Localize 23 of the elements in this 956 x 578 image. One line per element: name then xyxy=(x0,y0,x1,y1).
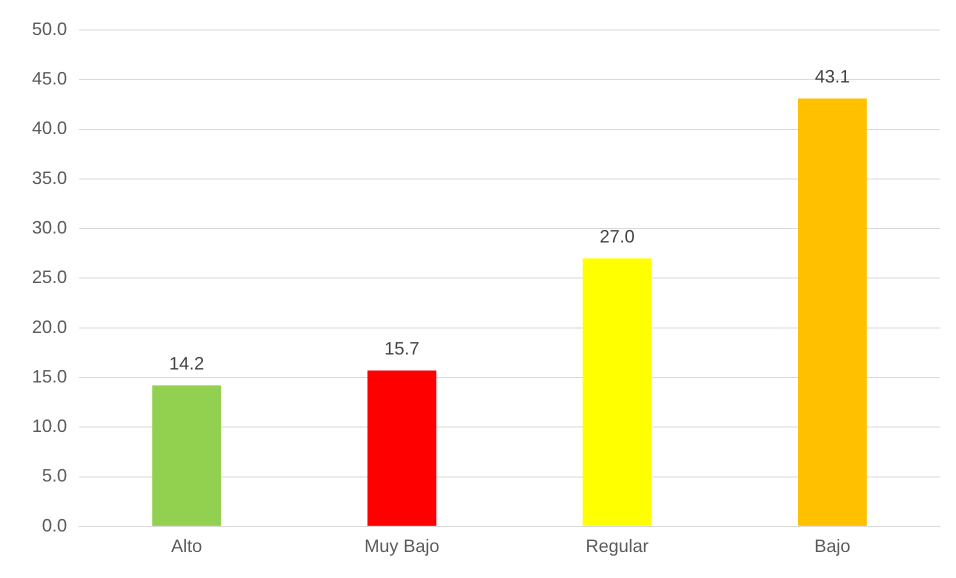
x-tick-label: Muy Bajo xyxy=(364,536,440,556)
data-label: 27.0 xyxy=(600,226,635,246)
y-tick-label: 50.0 xyxy=(32,18,68,39)
data-label: 14.2 xyxy=(169,353,204,374)
y-tick-label: 35.0 xyxy=(32,168,68,188)
y-tick-label: 40.0 xyxy=(32,118,68,138)
bar xyxy=(367,370,436,526)
y-tick-label: 10.0 xyxy=(32,416,68,436)
y-tick-label: 5.0 xyxy=(42,466,68,486)
bar xyxy=(152,385,222,526)
y-tick-label: 30.0 xyxy=(32,218,68,238)
y-tick-label: 15.0 xyxy=(32,366,68,386)
y-tick-label: 20.0 xyxy=(32,316,68,337)
bar xyxy=(582,258,652,526)
data-label: 43.1 xyxy=(814,66,850,86)
x-tick-label: Bajo xyxy=(814,536,850,556)
x-tick-label: Alto xyxy=(171,536,202,556)
x-tick-label: Regular xyxy=(586,536,649,556)
y-tick-label: 0.0 xyxy=(42,515,68,536)
data-label: 15.7 xyxy=(384,338,420,358)
y-tick-label: 45.0 xyxy=(32,68,68,89)
bar xyxy=(798,98,867,526)
y-tick-label: 25.0 xyxy=(32,267,68,288)
